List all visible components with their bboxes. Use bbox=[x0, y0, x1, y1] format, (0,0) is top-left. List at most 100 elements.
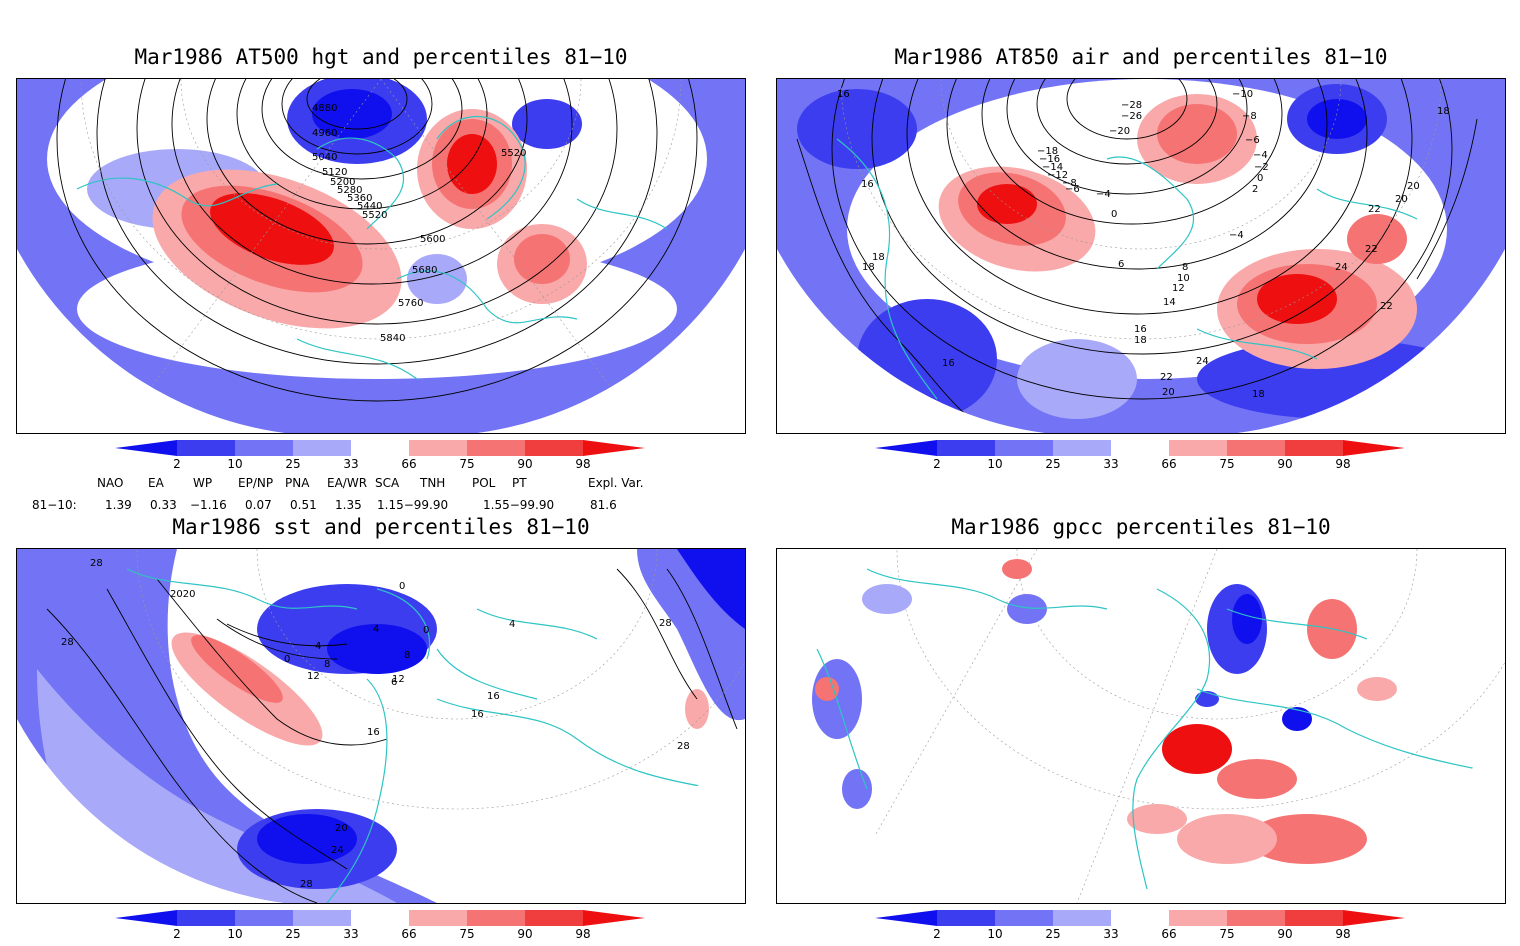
contour-label: 5760 bbox=[398, 298, 423, 309]
contour-label: 16 bbox=[861, 179, 874, 190]
contour-label: 5200 bbox=[330, 177, 355, 188]
contour-label: −8 bbox=[1242, 111, 1257, 122]
index-name: EA/WR bbox=[327, 476, 368, 490]
index-name: EP/NP bbox=[238, 476, 274, 490]
index-value: 0.33 bbox=[150, 498, 177, 512]
colorbar-label: 98 bbox=[575, 457, 591, 471]
colorbar-swatch bbox=[115, 440, 177, 456]
contour-label: 14 bbox=[1163, 297, 1176, 308]
hgt500-contour-labels: 4880 4960 5040 5120 5200 5280 5360 5440 … bbox=[312, 103, 526, 344]
colorbar-swatch bbox=[1343, 910, 1405, 926]
sst-contour-labels: 28 28 2020 0 0 4 8 12 16 12 16 20 24 28 … bbox=[61, 558, 690, 890]
contour-label: 5120 bbox=[322, 167, 347, 178]
colorbar-swatch bbox=[467, 910, 525, 926]
colorbar-swatch bbox=[351, 440, 409, 456]
colorbar-swatch bbox=[115, 910, 177, 926]
panel-title-hgt500: Mar1986 AT500 hgt and percentiles 81−10 bbox=[134, 45, 628, 69]
colorbar-swatch bbox=[937, 910, 995, 926]
colorbar-label: 2 bbox=[933, 457, 941, 471]
colorbar-swatch bbox=[235, 440, 293, 456]
contour-label: 12 bbox=[392, 674, 405, 685]
contour-label: 5280 bbox=[337, 185, 362, 196]
colorbar-swatches bbox=[875, 910, 1405, 926]
contour-label: 5600 bbox=[420, 234, 445, 245]
contour-label: 20 bbox=[335, 823, 348, 834]
index-name: PT bbox=[512, 476, 527, 490]
contour-label: 4880 bbox=[312, 103, 337, 114]
colorbar-swatch bbox=[525, 910, 583, 926]
contour-label: 0 bbox=[284, 654, 290, 665]
colorbar-swatch bbox=[583, 910, 645, 926]
map-panel-gpcc bbox=[776, 548, 1506, 904]
colorbar-label: 66 bbox=[1161, 927, 1177, 941]
colorbar-label: 25 bbox=[1045, 457, 1061, 471]
index-name: EA bbox=[148, 476, 164, 490]
contour-label: −6 bbox=[1065, 184, 1080, 195]
map-panel-sst: 28 28 2020 0 0 4 8 12 16 12 16 20 24 28 … bbox=[16, 548, 746, 904]
colorbar-swatches bbox=[115, 910, 645, 926]
colorbar-label: 98 bbox=[575, 927, 591, 941]
colorbar-swatch bbox=[409, 910, 467, 926]
contour-label: −16 bbox=[1039, 154, 1060, 165]
contour-label: 24 bbox=[331, 845, 344, 856]
index-name: PNA bbox=[285, 476, 310, 490]
contour-label: −4 bbox=[1096, 189, 1111, 200]
index-value: 81.6 bbox=[590, 498, 617, 512]
colorbar-swatch bbox=[351, 910, 409, 926]
colorbar-sst: 2 10 25 33 66 75 90 98 bbox=[115, 910, 645, 946]
contour-label: 0 bbox=[423, 625, 429, 636]
colorbar-swatch bbox=[293, 910, 351, 926]
contour-label: 5360 bbox=[347, 193, 372, 204]
index-value: 1.15−99.90 bbox=[377, 498, 449, 512]
contour-label: 12 bbox=[1172, 283, 1185, 294]
colorbar-swatch bbox=[875, 440, 937, 456]
colorbar-label: 2 bbox=[173, 457, 181, 471]
contour-label: 6 bbox=[1118, 259, 1124, 270]
colorbar-swatch bbox=[1227, 440, 1285, 456]
contour-label: 28 bbox=[61, 637, 74, 648]
contour-label: 6 bbox=[391, 677, 397, 688]
colorbar-swatch bbox=[1053, 910, 1111, 926]
air850-map: 16 16 18 18 16 −10 −8 −6 −4 −2 0 2 20 18… bbox=[777, 79, 1505, 433]
index-name: NAO bbox=[97, 476, 124, 490]
colorbar-label: 25 bbox=[285, 927, 301, 941]
colorbar-label: 33 bbox=[343, 457, 359, 471]
index-name: Expl. Var. bbox=[588, 476, 644, 490]
colorbar-label: 90 bbox=[517, 927, 533, 941]
colorbar-air850: 2 10 25 33 66 75 90 98 bbox=[875, 440, 1405, 476]
contour-label: −18 bbox=[1037, 146, 1058, 157]
index-value: 1.35 bbox=[335, 498, 362, 512]
contour-label: 0 bbox=[1257, 173, 1263, 184]
contour-label: 18 bbox=[1134, 335, 1147, 346]
contour-label: 5680 bbox=[412, 265, 437, 276]
contour-label: −12 bbox=[1047, 170, 1068, 181]
colorbar-label: 75 bbox=[459, 927, 475, 941]
colorbar-swatch bbox=[235, 910, 293, 926]
contour-label: 4 bbox=[315, 641, 321, 652]
contour-label: 4960 bbox=[312, 128, 337, 139]
colorbar-label: 90 bbox=[1277, 457, 1293, 471]
panel-title-gpcc: Mar1986 gpcc percentiles 81−10 bbox=[951, 515, 1331, 539]
colorbar-swatch bbox=[1285, 910, 1343, 926]
colorbar-swatch bbox=[177, 910, 235, 926]
index-name: TNH bbox=[420, 476, 446, 490]
contour-label: 5040 bbox=[312, 152, 337, 163]
colorbar-label: 66 bbox=[1161, 457, 1177, 471]
colorbar-swatch bbox=[995, 440, 1053, 456]
contour-label: 10 bbox=[1177, 273, 1190, 284]
colorbar-swatch bbox=[875, 910, 937, 926]
contour-label: −14 bbox=[1042, 162, 1063, 173]
contour-label: 0 bbox=[1111, 209, 1117, 220]
contour-label: 20 bbox=[1162, 387, 1175, 398]
index-value: 1.39 bbox=[105, 498, 132, 512]
colorbar-swatch bbox=[995, 910, 1053, 926]
contour-label: 22 bbox=[1160, 372, 1173, 383]
contour-label: 28 bbox=[300, 879, 313, 890]
contour-label: 20 bbox=[1395, 194, 1408, 205]
contour-label: 22 bbox=[1380, 301, 1393, 312]
contour-label: 16 bbox=[1134, 324, 1147, 335]
contour-label: 16 bbox=[942, 358, 955, 369]
map-panel-hgt500: 4880 4960 5040 5120 5200 5280 5360 5440 … bbox=[16, 78, 746, 434]
colorbar-label: 25 bbox=[1045, 927, 1061, 941]
panel-title-sst: Mar1986 sst and percentiles 81−10 bbox=[172, 515, 590, 539]
